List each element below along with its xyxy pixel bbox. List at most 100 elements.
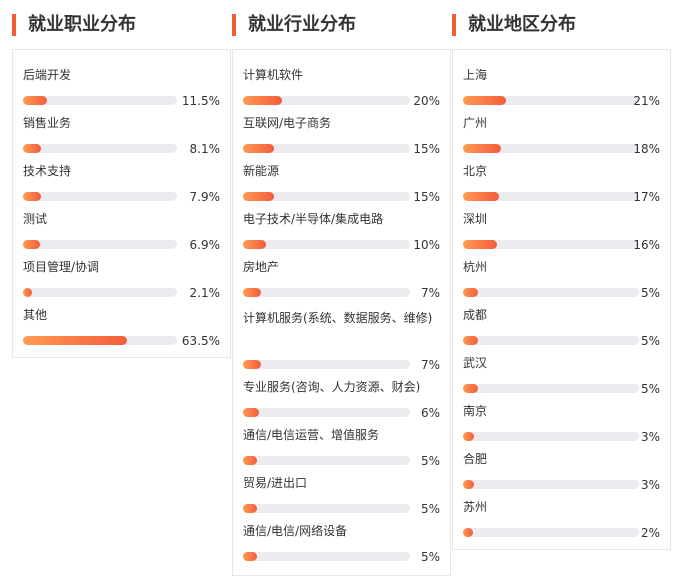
item-label: 杭州	[463, 260, 488, 274]
item-bar-row: 5%	[243, 549, 440, 564]
item-bar-row: 5%	[243, 453, 440, 468]
item-bar-row: 2.1%	[23, 285, 220, 300]
item-percent: 10%	[413, 238, 440, 252]
item-percent: 6%	[420, 406, 440, 420]
progress-fill	[463, 240, 497, 249]
region-card: 上海 21% 广州 18% 北京 17% 深圳 16% 杭州 5% 成都 5% 武汉 5% 南京 3% 合肥 3%…	[452, 49, 671, 550]
item-label: 项目管理/协调	[23, 260, 100, 274]
occupation-title-block: 就业职业分布	[12, 0, 231, 40]
item-percent: 5%	[640, 382, 660, 396]
progress-track	[23, 96, 177, 105]
industry-title: 就业行业分布	[248, 14, 356, 35]
item-bar-row: 15%	[243, 189, 440, 204]
progress-fill	[463, 144, 501, 153]
progress-track	[243, 504, 410, 513]
item-percent: 15%	[413, 142, 440, 156]
occupation-title: 就业职业分布	[28, 14, 136, 35]
progress-fill	[23, 96, 47, 105]
item-label: 后端开发	[23, 68, 72, 82]
item-percent: 15%	[413, 190, 440, 204]
item-label: 苏州	[463, 500, 488, 514]
item-percent: 5%	[420, 550, 440, 564]
progress-track	[243, 552, 410, 561]
item-label: 计算机服务(系统、数据服务、维修)	[243, 311, 433, 325]
progress-fill	[463, 96, 506, 105]
list-item: 房地产 7%	[243, 259, 440, 307]
progress-track	[23, 240, 177, 249]
item-label: 北京	[463, 164, 488, 178]
progress-fill	[23, 288, 32, 297]
item-percent: 5%	[420, 502, 440, 516]
progress-track	[243, 240, 410, 249]
region-title-block: 就业地区分布	[452, 0, 671, 40]
item-percent: 18%	[633, 142, 660, 156]
progress-track	[243, 96, 410, 105]
progress-track	[463, 240, 639, 249]
item-percent: 7.9%	[189, 190, 221, 204]
progress-fill	[243, 96, 282, 105]
item-bar-row: 18%	[463, 141, 660, 156]
progress-track	[243, 408, 410, 417]
occupation-list: 后端开发 11.5% 销售业务 8.1% 技术支持 7.9% 测试 6.9% 项目管理/协调 2.…	[13, 50, 230, 355]
item-bar-row: 17%	[463, 189, 660, 204]
list-item: 专业服务(咨询、人力资源、财会) 6%	[243, 379, 440, 427]
item-bar-row: 16%	[463, 237, 660, 252]
item-bar-row: 2%	[463, 525, 660, 540]
title-accent-bar	[232, 14, 236, 36]
progress-track	[243, 144, 410, 153]
progress-track	[463, 528, 639, 537]
industry-title-block: 就业行业分布	[232, 0, 451, 40]
item-label: 深圳	[463, 212, 488, 226]
progress-fill	[23, 144, 41, 153]
occupation-card: 后端开发 11.5% 销售业务 8.1% 技术支持 7.9% 测试 6.9% 项目管理/协调 2.…	[12, 49, 231, 358]
title-accent-bar	[452, 14, 456, 36]
progress-fill	[243, 288, 261, 297]
item-percent: 8.1%	[189, 142, 221, 156]
industry-column: 就业行业分布 计算机软件 20% 互联网/电子商务 15% 新能源 15% 电子技术/半导体…	[232, 0, 451, 576]
item-percent: 21%	[633, 94, 660, 108]
list-item: 新能源 15%	[243, 163, 440, 211]
list-item: 电子技术/半导体/集成电路 10%	[243, 211, 440, 259]
progress-track	[463, 144, 639, 153]
progress-fill	[243, 408, 259, 417]
item-label: 通信/电信运营、增值服务	[243, 428, 380, 442]
progress-fill	[243, 360, 261, 369]
item-label: 其他	[23, 308, 48, 322]
progress-track	[463, 192, 639, 201]
item-label: 广州	[463, 116, 488, 130]
item-label: 通信/电信/网络设备	[243, 524, 348, 538]
list-item: 上海 21%	[463, 67, 660, 115]
progress-fill	[463, 288, 478, 297]
progress-fill	[463, 432, 474, 441]
item-label: 武汉	[463, 356, 488, 370]
list-item: 南京 3%	[463, 403, 660, 451]
item-percent: 3%	[640, 430, 660, 444]
region-list: 上海 21% 广州 18% 北京 17% 深圳 16% 杭州 5% 成都 5% 武汉 5% 南京 3% 合肥 3%…	[453, 50, 670, 547]
progress-track	[463, 384, 639, 393]
progress-fill	[243, 144, 274, 153]
progress-fill	[463, 528, 473, 537]
item-bar-row: 3%	[463, 429, 660, 444]
item-bar-row: 10%	[243, 237, 440, 252]
progress-fill	[23, 240, 40, 249]
progress-fill	[23, 192, 41, 201]
list-item: 贸易/进出口 5%	[243, 475, 440, 523]
title-accent-bar	[12, 14, 16, 36]
list-item: 计算机服务(系统、数据服务、维修) 7%	[243, 307, 440, 379]
item-label: 房地产	[243, 260, 280, 274]
item-bar-row: 8.1%	[23, 141, 221, 156]
progress-fill	[463, 336, 478, 345]
item-percent: 2%	[640, 526, 660, 540]
item-bar-row: 7%	[243, 285, 440, 300]
progress-track	[243, 456, 410, 465]
region-title: 就业地区分布	[468, 14, 576, 35]
progress-track	[463, 288, 639, 297]
item-bar-row: 63.5%	[23, 333, 220, 348]
item-bar-row: 15%	[243, 141, 440, 156]
progress-fill	[463, 192, 499, 201]
item-percent: 5%	[640, 286, 660, 300]
item-percent: 16%	[633, 238, 660, 252]
list-item: 合肥 3%	[463, 451, 660, 499]
list-item: 测试 6.9%	[23, 211, 220, 259]
list-item: 项目管理/协调 2.1%	[23, 259, 220, 307]
